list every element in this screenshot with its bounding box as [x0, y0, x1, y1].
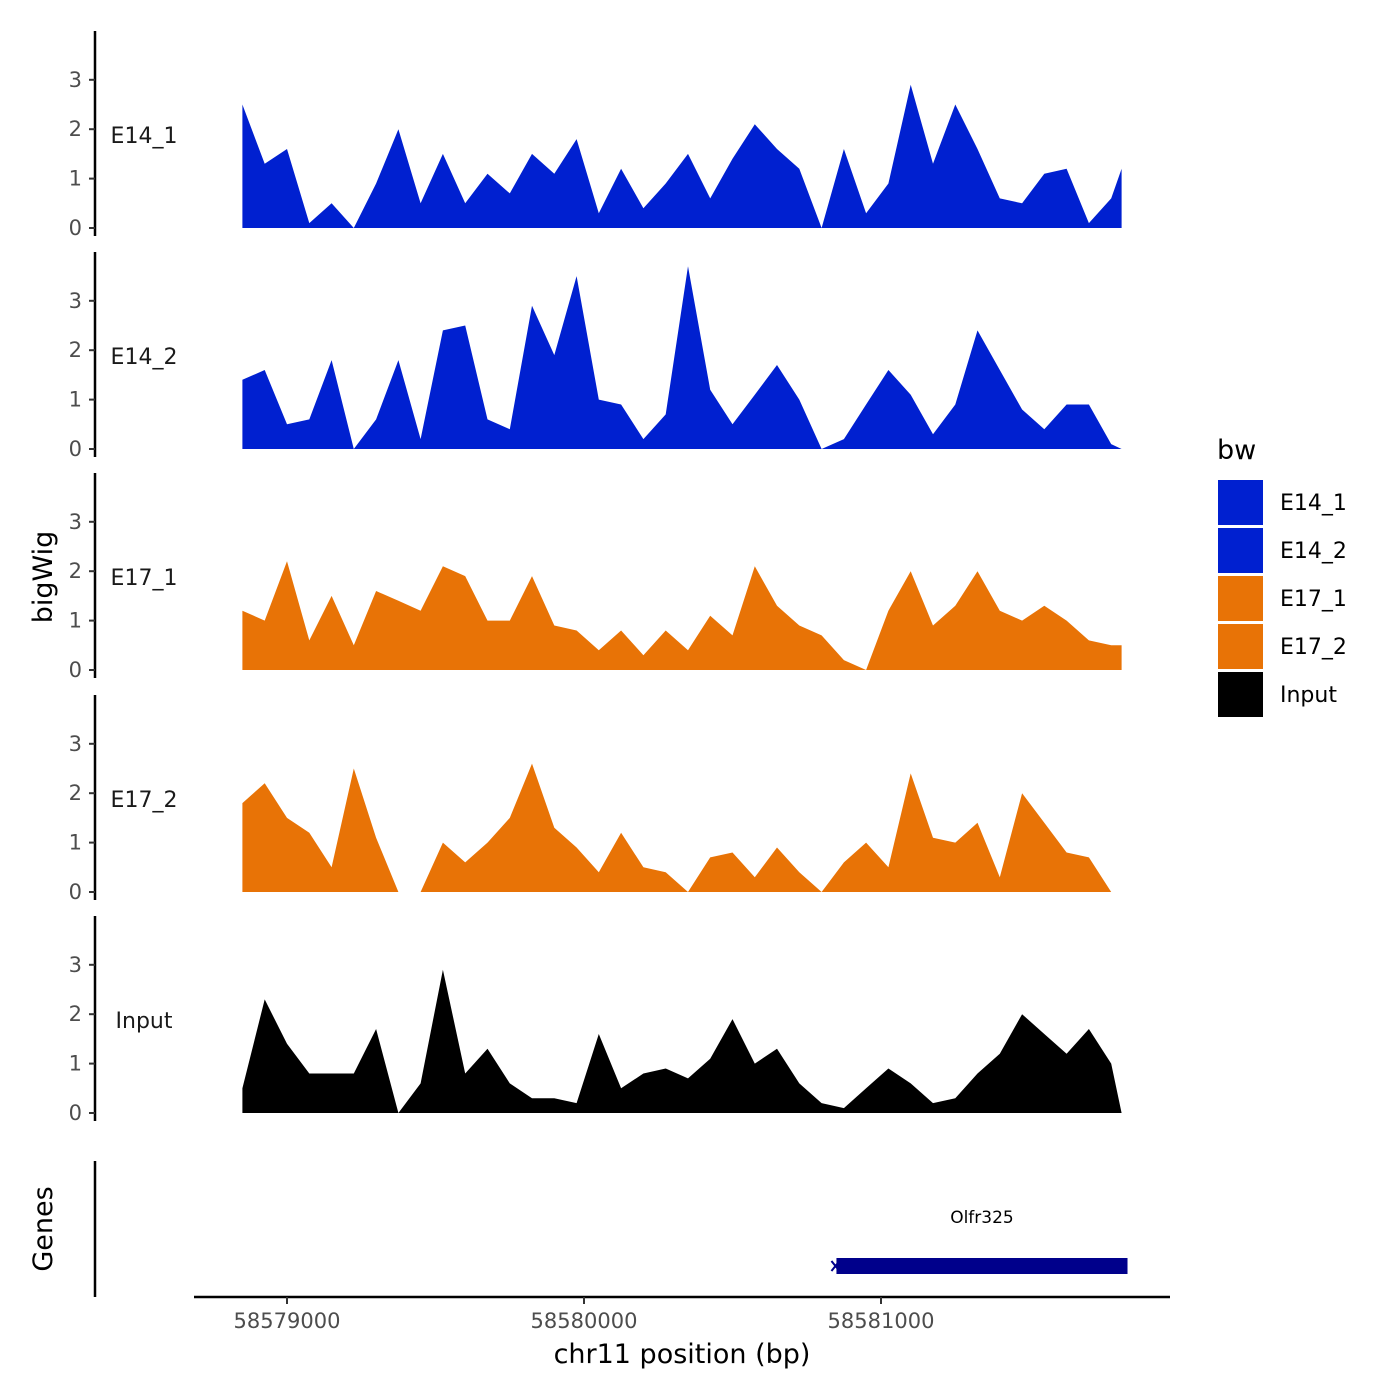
legend-swatch: [1218, 624, 1263, 669]
track-e17_2: 0 1 2 3 E17_2: [69, 695, 1122, 904]
y-tick-label: 3: [69, 953, 82, 977]
legend-swatch: [1218, 576, 1263, 621]
y-tick-label: 0: [69, 437, 82, 461]
track-e14_1: 0 1 2 3 E14_1: [69, 31, 1122, 240]
area-e14_2: [242, 266, 1122, 449]
y-tick-label: 1: [69, 609, 82, 633]
area-input: [242, 969, 1122, 1113]
legend-label: E17_1: [1280, 587, 1347, 612]
x-axis-title: chr11 position (bp): [554, 1339, 811, 1370]
x-axis: 58579000 58580000 58581000 chr11 position …: [194, 1295, 1170, 1370]
legend-swatch: [1218, 480, 1263, 525]
legend-item: E14_2: [1218, 528, 1347, 573]
y-tick-label: 2: [69, 1002, 82, 1026]
gene-olfr325: Olfr325: [830, 1208, 1128, 1274]
legend-item: E17_2: [1218, 624, 1347, 669]
y-tick-label: 2: [69, 338, 82, 362]
y-tick-label: 2: [69, 559, 82, 583]
legend-item: E14_1: [1218, 480, 1347, 525]
legend-label: E14_2: [1280, 539, 1347, 564]
y-tick-label: 0: [69, 216, 82, 240]
y-tick-label: 1: [69, 167, 82, 191]
x-tick-label: 58579000: [234, 1309, 341, 1333]
track-e17_1: 0 1 2 3 E17_1: [69, 473, 1122, 682]
legend-label: E14_1: [1280, 491, 1347, 516]
y-tick-label: 3: [69, 289, 82, 313]
genes-axis-title: Genes: [28, 1186, 59, 1271]
legend-item: Input: [1218, 672, 1337, 717]
signal-tracks: 0 1 2 3 E14_1 0 1 2 3 E14_2 0 1 2 3 E17_1 0 1 2 3 E17_2 0 1 2 3…: [69, 31, 1122, 1125]
y-tick-label: 1: [69, 831, 82, 855]
genes-panel: Genes Olfr325: [28, 1161, 1128, 1297]
y-tick-label: 0: [69, 658, 82, 682]
x-tick-label: 58580000: [531, 1309, 638, 1333]
y-tick-label: 1: [69, 388, 82, 412]
area-e17_2: [242, 763, 1122, 892]
gene-bar: [836, 1258, 1128, 1274]
legend: bw E14_1 E14_2 E17_1 E17_2 Input: [1217, 435, 1347, 717]
y-tick-label: 3: [69, 732, 82, 756]
gene-label: Olfr325: [950, 1208, 1014, 1228]
track-label: E14_2: [111, 345, 178, 370]
legend-label: Input: [1280, 683, 1337, 708]
y-tick-label: 3: [69, 68, 82, 92]
legend-label: E17_2: [1280, 635, 1347, 660]
track-input: 0 1 2 3 Input: [69, 916, 1122, 1125]
y-tick-label: 3: [69, 510, 82, 534]
track-label: Input: [116, 1009, 173, 1034]
y-tick-label: 2: [69, 781, 82, 805]
y-tick-label: 1: [69, 1052, 82, 1076]
track-label: E17_1: [111, 566, 178, 591]
y-axis-title: bigWig: [28, 531, 59, 624]
gene-strand-marker: [830, 1260, 841, 1272]
x-tick-label: 58581000: [828, 1309, 935, 1333]
y-tick-label: 0: [69, 1101, 82, 1125]
track-label: E14_1: [111, 124, 178, 149]
legend-swatch: [1218, 672, 1263, 717]
y-tick-label: 2: [69, 117, 82, 141]
track-e14_2: 0 1 2 3 E14_2: [69, 252, 1122, 461]
legend-swatch: [1218, 528, 1263, 573]
area-e14_1: [242, 84, 1122, 228]
legend-item: E17_1: [1218, 576, 1347, 621]
legend-title: bw: [1217, 435, 1256, 466]
area-e17_1: [242, 561, 1122, 670]
track-label: E17_2: [111, 788, 178, 813]
y-tick-label: 0: [69, 880, 82, 904]
